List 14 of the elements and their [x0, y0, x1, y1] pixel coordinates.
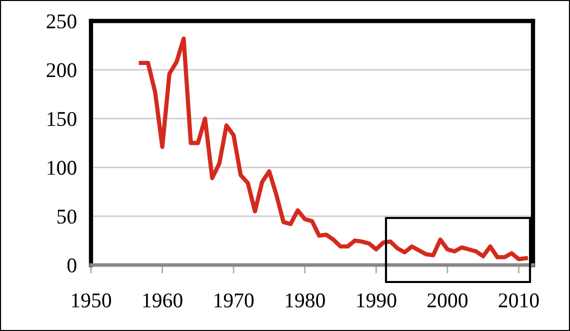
- y-tick-label: 250: [46, 14, 76, 28]
- line-series: [138, 36, 528, 262]
- y-tick-label: 150: [48, 112, 76, 126]
- y-tick-label: 200: [46, 63, 76, 78]
- x-tick-label: 1950: [72, 293, 112, 308]
- y-tick-label: 50: [57, 210, 76, 224]
- x-tick-label: 2000: [428, 293, 468, 308]
- y-tick-label: 0: [67, 258, 76, 272]
- x-tick-label: 1980: [286, 293, 325, 308]
- x-tick-label: 1960: [143, 293, 182, 308]
- y-tick-label: 100: [48, 160, 76, 175]
- x-tick-label: 1970: [214, 293, 254, 308]
- x-tick-label: 1990: [357, 293, 396, 308]
- x-tick-label: 2010: [498, 293, 539, 308]
